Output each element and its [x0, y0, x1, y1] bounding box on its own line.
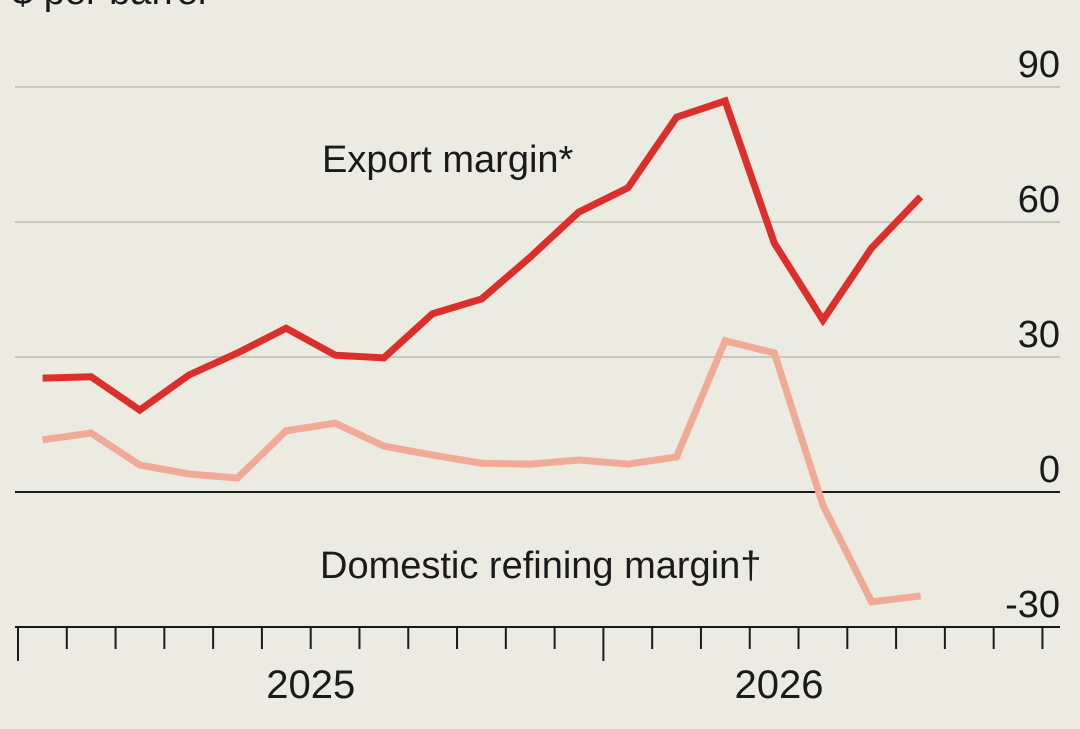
series-line — [42, 96, 924, 415]
x-tick-label: 2025 — [266, 663, 355, 707]
chart-subtitle: $ per barrel — [12, 0, 206, 13]
y-tick-label: 0 — [1039, 449, 1060, 491]
series-label: Export margin* — [322, 139, 574, 181]
series-label: Domestic refining margin† — [320, 545, 761, 587]
series-line — [42, 336, 922, 606]
y-tick-label: 60 — [1018, 179, 1060, 221]
x-tick-label: 2026 — [735, 663, 824, 707]
y-tick-label: -30 — [1005, 584, 1060, 626]
y-tick-label: 90 — [1018, 44, 1060, 86]
y-tick-label: 30 — [1018, 314, 1060, 356]
